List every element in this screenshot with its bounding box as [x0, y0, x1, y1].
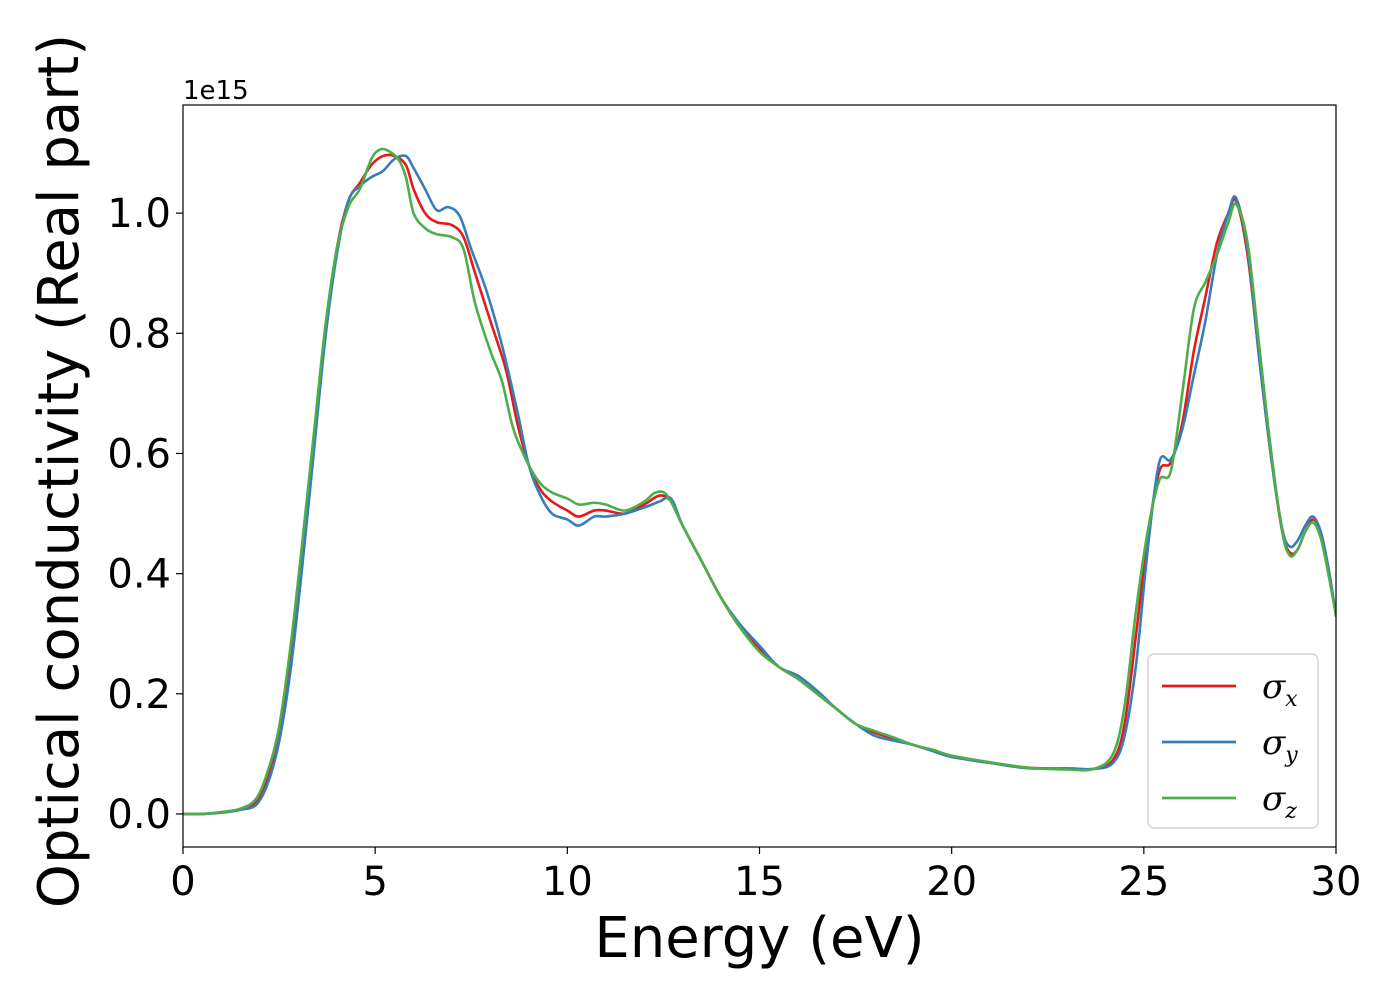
legend-symbol: σ [1262, 779, 1286, 819]
series-layer [183, 147, 1336, 816]
y-axis-ticks: 0.0 0.2 0.4 0.6 0.8 1.0 [107, 191, 183, 838]
x-axis-label: Energy (eV) [594, 906, 924, 971]
y-tick-label: 0.4 [107, 552, 171, 598]
x-tick-label: 15 [734, 859, 785, 905]
x-tick-label: 20 [926, 859, 977, 905]
legend-symbol: σ [1262, 723, 1286, 763]
legend-label-y: σy [1262, 723, 1298, 768]
x-tick-label: 10 [542, 859, 593, 905]
y-axis-label: Optical conductivity (Real part) [27, 34, 92, 908]
x-tick-label: 30 [1311, 859, 1362, 905]
legend-label-z: σz [1262, 779, 1297, 824]
x-tick-label: 25 [1118, 859, 1169, 905]
y-axis-offset-label: 1e15 [183, 76, 249, 106]
x-tick-label: 0 [170, 859, 195, 905]
legend-subscript: x [1285, 687, 1298, 712]
y-tick-label: 1.0 [107, 191, 171, 237]
legend-subscript: y [1284, 743, 1298, 768]
y-tick-label: 0.0 [107, 792, 171, 838]
y-tick-label: 0.8 [107, 311, 171, 357]
y-tick-label: 0.2 [107, 672, 171, 718]
y-tick-label: 0.6 [107, 431, 171, 477]
legend-symbol: σ [1262, 667, 1286, 707]
x-tick-label: 5 [362, 859, 387, 905]
x-axis-ticks: 0 5 10 15 20 25 30 [170, 847, 1361, 905]
series-line-z [183, 147, 1336, 816]
legend-subscript: z [1284, 799, 1297, 824]
legend-label-x: σx [1262, 667, 1298, 712]
